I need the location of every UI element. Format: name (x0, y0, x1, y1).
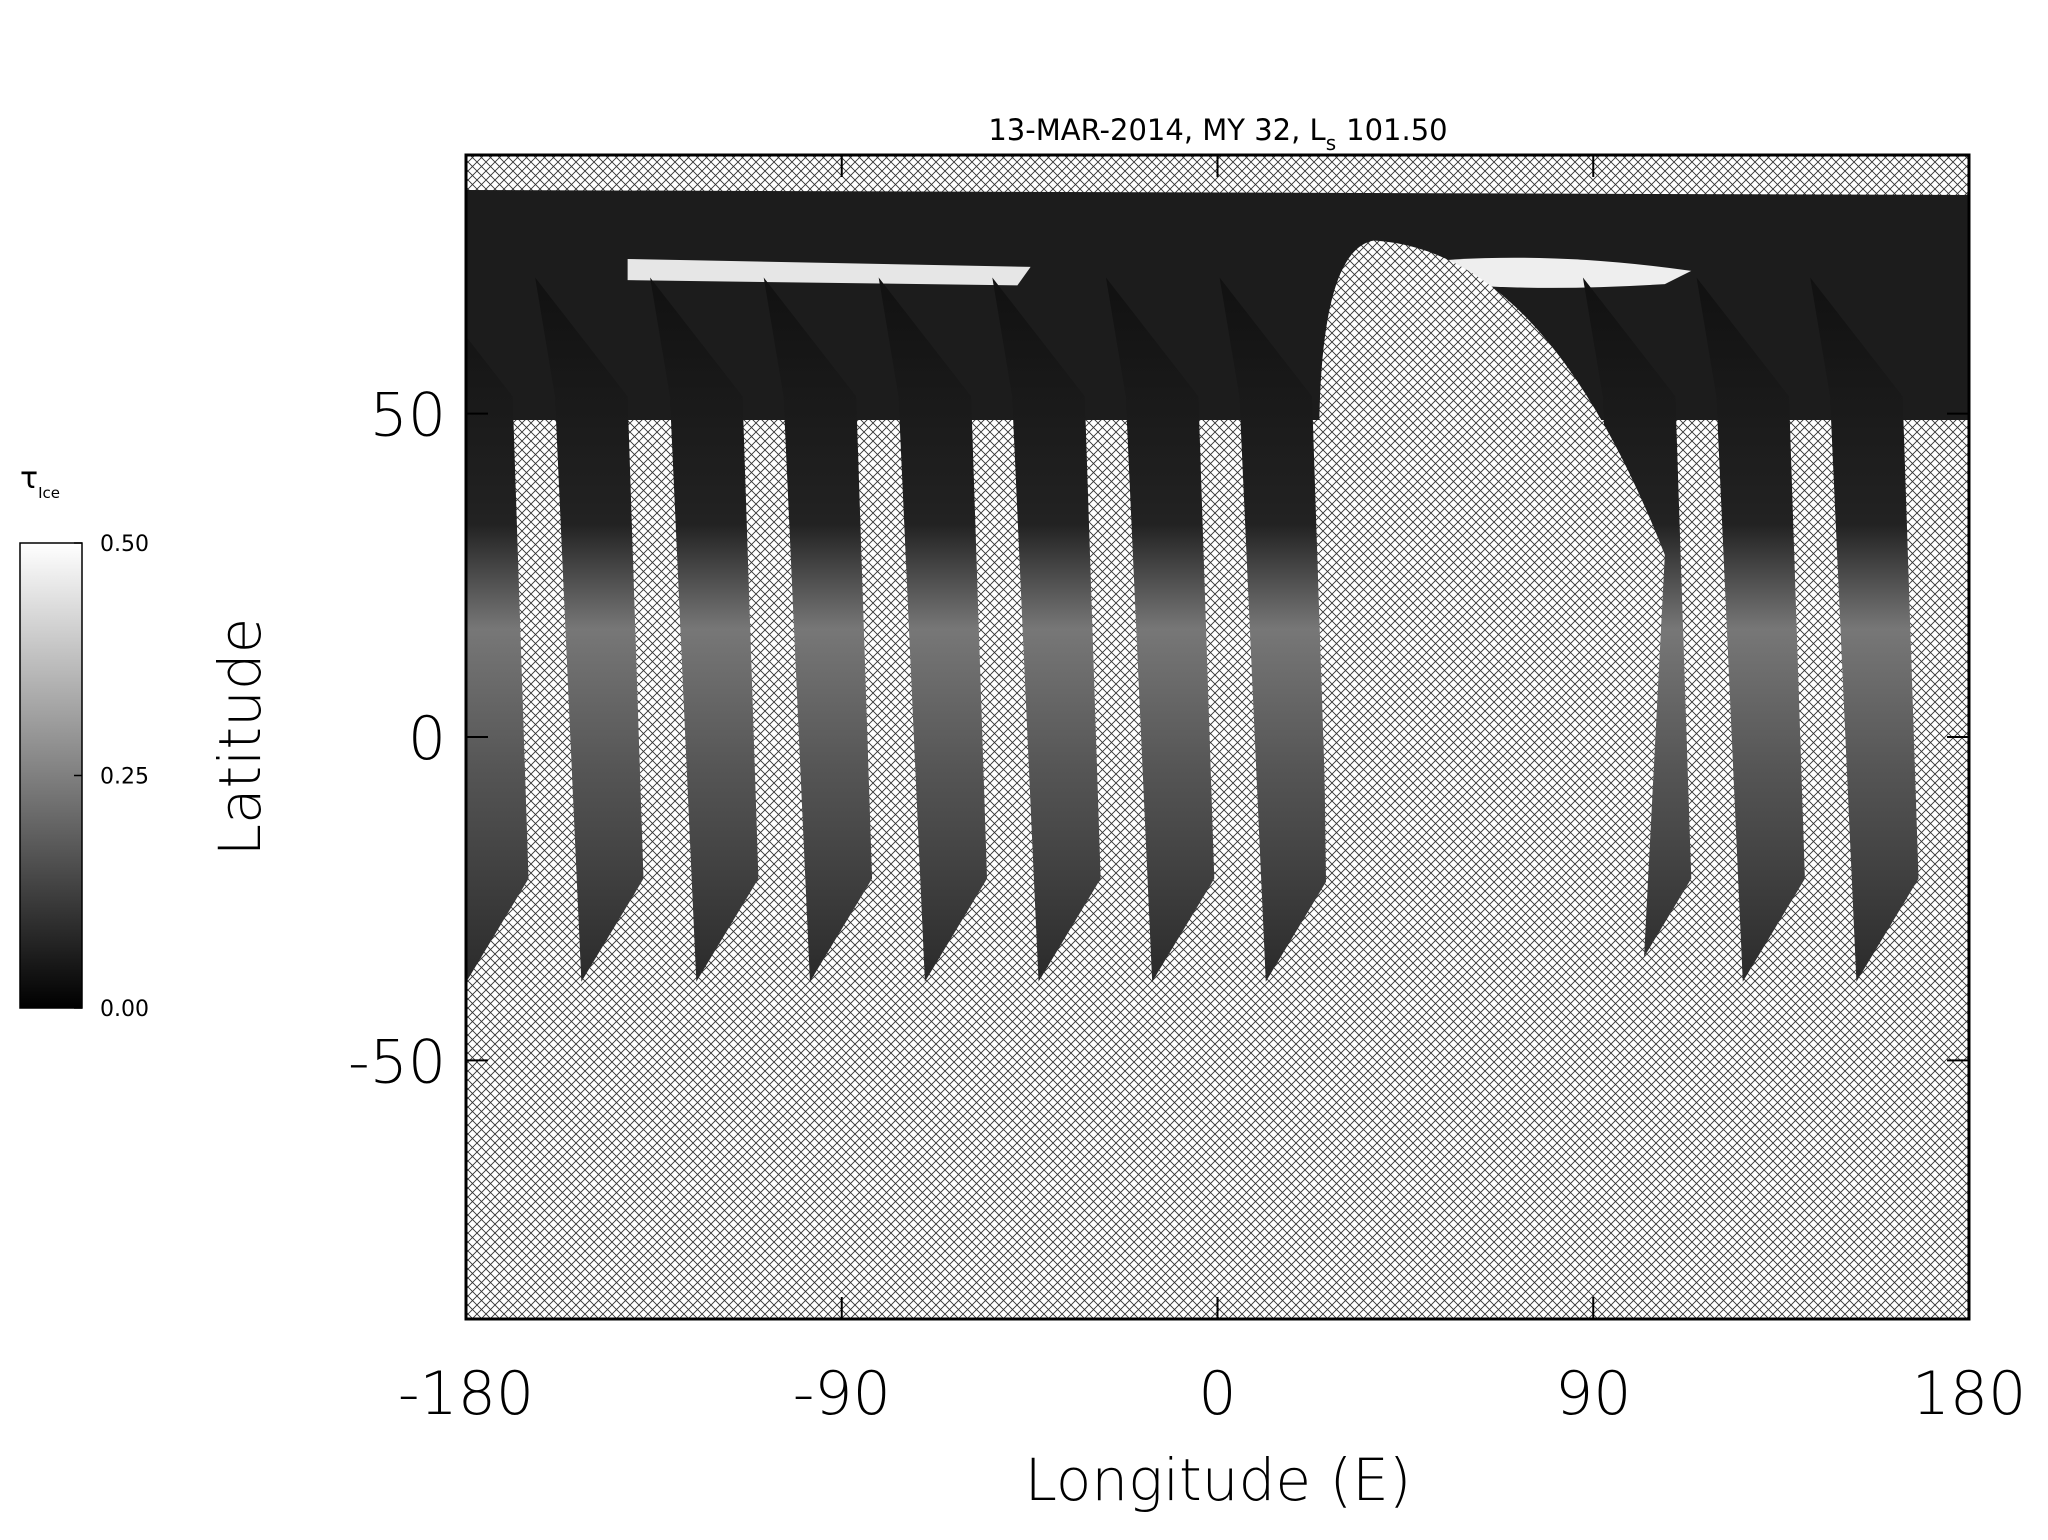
x-tick-label: -90 (793, 1359, 891, 1429)
colorbar-tick-label: 0.00 (100, 997, 149, 1022)
y-tick-label: 0 (408, 704, 446, 774)
title-subscript: s (1326, 131, 1336, 155)
chart-title: 13-MAR-2014, MY 32, Ls 101.50 (988, 113, 1447, 155)
x-tick-label: 90 (1555, 1359, 1631, 1429)
y-tick-label: 50 (370, 381, 446, 451)
swath (466, 336, 529, 982)
x-axis-label: Longitude (E) (1025, 1446, 1412, 1514)
polar-cap (627, 258, 1031, 286)
y-tick-label: -50 (348, 1027, 446, 1097)
colorbar-label: τIce (20, 461, 60, 502)
swath (535, 277, 644, 982)
swaths (466, 190, 1969, 1319)
swath (992, 277, 1101, 982)
swath (878, 277, 988, 982)
swath (1219, 277, 1328, 982)
swath (763, 277, 873, 982)
swath (1105, 277, 1215, 982)
x-tick-label: 180 (1912, 1359, 2027, 1429)
polar-band (466, 190, 1969, 420)
colorbar-tick-label: 0.25 (100, 765, 149, 790)
title-suffix: 101.50 (1346, 113, 1447, 147)
x-tick-label: -180 (398, 1359, 534, 1429)
swath (650, 277, 759, 982)
swath (1696, 277, 1805, 982)
x-tick-label: 0 (1198, 1359, 1236, 1429)
colorbar-tick-label: 0.50 (100, 532, 149, 557)
y-axis-label: Latitude (206, 618, 274, 857)
colorbar-symbol: τ (20, 461, 38, 496)
colorbar-subscript: Ice (38, 484, 60, 502)
swath (1810, 277, 1919, 982)
colorbar (19, 542, 83, 1009)
title-text: 13-MAR-2014, MY 32, L (988, 113, 1325, 147)
orbit-gap (1319, 240, 1665, 1319)
